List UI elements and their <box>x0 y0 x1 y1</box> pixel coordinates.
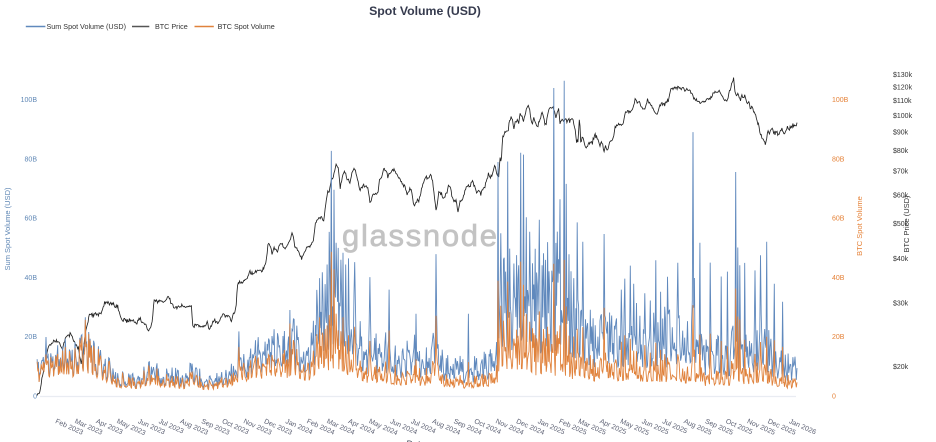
svg-text:$90k: $90k <box>893 129 909 136</box>
svg-text:100B: 100B <box>21 97 38 104</box>
svg-text:80B: 80B <box>25 156 38 163</box>
svg-text:BTC Spot Volume: BTC Spot Volume <box>218 22 275 31</box>
svg-text:BTC Spot Volume: BTC Spot Volume <box>855 196 864 256</box>
svg-text:Sum Spot Volume (USD): Sum Spot Volume (USD) <box>47 22 127 31</box>
svg-text:$70k: $70k <box>893 169 909 176</box>
svg-text:$60k: $60k <box>893 193 909 200</box>
svg-text:20B: 20B <box>25 334 38 341</box>
svg-text:40B: 40B <box>25 275 38 282</box>
svg-text:$110k: $110k <box>893 98 912 105</box>
svg-text:20B: 20B <box>832 334 845 341</box>
svg-text:0: 0 <box>33 393 37 400</box>
svg-text:60B: 60B <box>832 216 845 223</box>
svg-text:$50k: $50k <box>893 221 909 228</box>
svg-text:$130k: $130k <box>893 72 913 79</box>
svg-text:BTC Price (USD): BTC Price (USD) <box>902 195 911 253</box>
svg-text:$80k: $80k <box>893 148 909 155</box>
svg-text:$40k: $40k <box>893 256 909 263</box>
svg-text:$100k: $100k <box>893 113 913 120</box>
svg-text:80B: 80B <box>832 156 845 163</box>
svg-text:Spot Volume (USD): Spot Volume (USD) <box>369 4 481 18</box>
svg-text:60B: 60B <box>25 216 38 223</box>
svg-text:$20k: $20k <box>893 364 909 371</box>
svg-text:40B: 40B <box>832 275 845 282</box>
svg-text:BTC Price: BTC Price <box>155 22 188 31</box>
svg-text:$30k: $30k <box>893 301 909 308</box>
svg-text:Sum Spot Volume (USD): Sum Spot Volume (USD) <box>3 187 12 270</box>
svg-text:$120k: $120k <box>893 85 913 92</box>
svg-text:glassnode: glassnode <box>342 218 497 253</box>
svg-text:100B: 100B <box>832 97 849 104</box>
svg-text:0: 0 <box>832 393 836 400</box>
svg-text:Date: Date <box>406 439 425 442</box>
